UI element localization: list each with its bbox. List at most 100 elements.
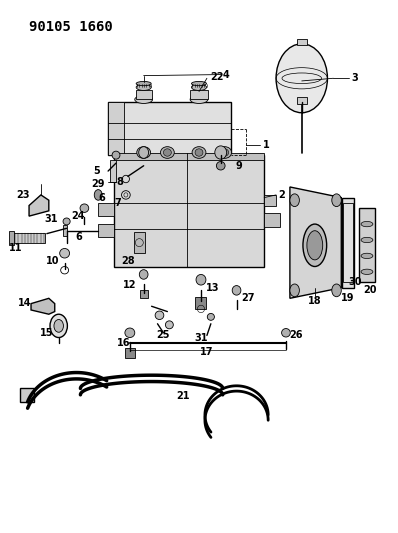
Bar (108, 102, 124, 155)
Bar (140, 290, 148, 298)
Ellipse shape (217, 161, 225, 170)
Text: 10: 10 (46, 256, 60, 266)
Bar (343, 203, 353, 282)
Text: 30: 30 (348, 277, 362, 287)
Ellipse shape (125, 328, 135, 337)
Ellipse shape (195, 149, 203, 156)
Ellipse shape (136, 84, 151, 91)
Bar (114, 152, 264, 160)
Circle shape (332, 284, 341, 297)
Bar (8, 231, 14, 245)
Ellipse shape (60, 248, 70, 258)
Bar (297, 38, 307, 45)
Text: 24: 24 (72, 211, 85, 221)
Text: 14: 14 (18, 297, 31, 308)
Ellipse shape (361, 253, 373, 259)
Circle shape (94, 190, 102, 200)
Text: 12: 12 (123, 280, 137, 290)
Text: 9: 9 (235, 161, 242, 171)
Text: 15: 15 (40, 328, 54, 338)
Text: 3: 3 (352, 73, 359, 83)
Ellipse shape (282, 328, 290, 337)
Ellipse shape (139, 147, 148, 158)
Text: 4: 4 (222, 70, 229, 79)
Ellipse shape (155, 311, 164, 319)
Circle shape (54, 319, 63, 332)
Bar (108, 102, 230, 155)
Circle shape (332, 194, 341, 207)
Text: 19: 19 (341, 293, 354, 303)
Bar (264, 214, 280, 227)
Bar (11, 233, 45, 243)
Bar (195, 297, 206, 309)
Text: 20: 20 (363, 285, 377, 295)
Polygon shape (290, 187, 341, 298)
Text: 1: 1 (263, 140, 269, 150)
Ellipse shape (361, 237, 373, 243)
Text: 28: 28 (121, 256, 135, 266)
Bar (114, 155, 264, 266)
Bar (98, 203, 114, 216)
Ellipse shape (218, 147, 232, 158)
Text: 7: 7 (115, 198, 121, 208)
Circle shape (276, 44, 328, 113)
Ellipse shape (207, 313, 215, 320)
Bar (98, 224, 114, 237)
Text: 5: 5 (93, 166, 100, 176)
Ellipse shape (191, 82, 207, 86)
Ellipse shape (63, 218, 70, 225)
Text: 13: 13 (206, 282, 220, 293)
Bar (359, 208, 375, 282)
Text: 2: 2 (278, 190, 285, 200)
Ellipse shape (221, 149, 228, 156)
Text: 31: 31 (194, 333, 208, 343)
Bar (125, 348, 135, 358)
Ellipse shape (307, 231, 323, 260)
Text: 6: 6 (75, 232, 82, 243)
Ellipse shape (137, 147, 150, 158)
Text: 17: 17 (200, 348, 214, 358)
Text: 18: 18 (308, 296, 322, 306)
Circle shape (290, 284, 299, 297)
Text: 27: 27 (242, 293, 255, 303)
Ellipse shape (166, 321, 173, 329)
Bar (20, 389, 34, 402)
Text: 22: 22 (210, 71, 224, 82)
Text: 8: 8 (117, 176, 123, 187)
Bar (264, 195, 276, 206)
Circle shape (290, 194, 299, 207)
Text: 25: 25 (157, 330, 170, 341)
Circle shape (50, 314, 67, 337)
Text: 31: 31 (44, 214, 58, 224)
Text: 26: 26 (289, 330, 302, 341)
Ellipse shape (232, 286, 241, 295)
Ellipse shape (190, 95, 208, 103)
Ellipse shape (136, 82, 151, 86)
Ellipse shape (215, 146, 227, 159)
Text: 29: 29 (92, 179, 105, 189)
Text: 23: 23 (16, 190, 30, 200)
Ellipse shape (196, 274, 206, 285)
Ellipse shape (191, 84, 207, 91)
Ellipse shape (135, 95, 152, 103)
Text: 6: 6 (99, 192, 105, 203)
Text: 11: 11 (8, 243, 22, 253)
Ellipse shape (80, 204, 89, 213)
Polygon shape (29, 195, 49, 216)
Ellipse shape (361, 269, 373, 274)
Ellipse shape (140, 149, 148, 156)
Bar (136, 90, 152, 100)
Bar (342, 198, 354, 288)
Bar (62, 225, 67, 236)
Ellipse shape (139, 270, 148, 279)
Bar (134, 232, 145, 253)
Ellipse shape (361, 221, 373, 227)
Bar (297, 97, 306, 104)
Ellipse shape (160, 147, 174, 158)
Text: 16: 16 (117, 338, 131, 349)
Polygon shape (31, 298, 55, 314)
Ellipse shape (192, 147, 206, 158)
Bar (110, 160, 115, 182)
Text: 21: 21 (176, 391, 190, 401)
Ellipse shape (164, 149, 171, 156)
